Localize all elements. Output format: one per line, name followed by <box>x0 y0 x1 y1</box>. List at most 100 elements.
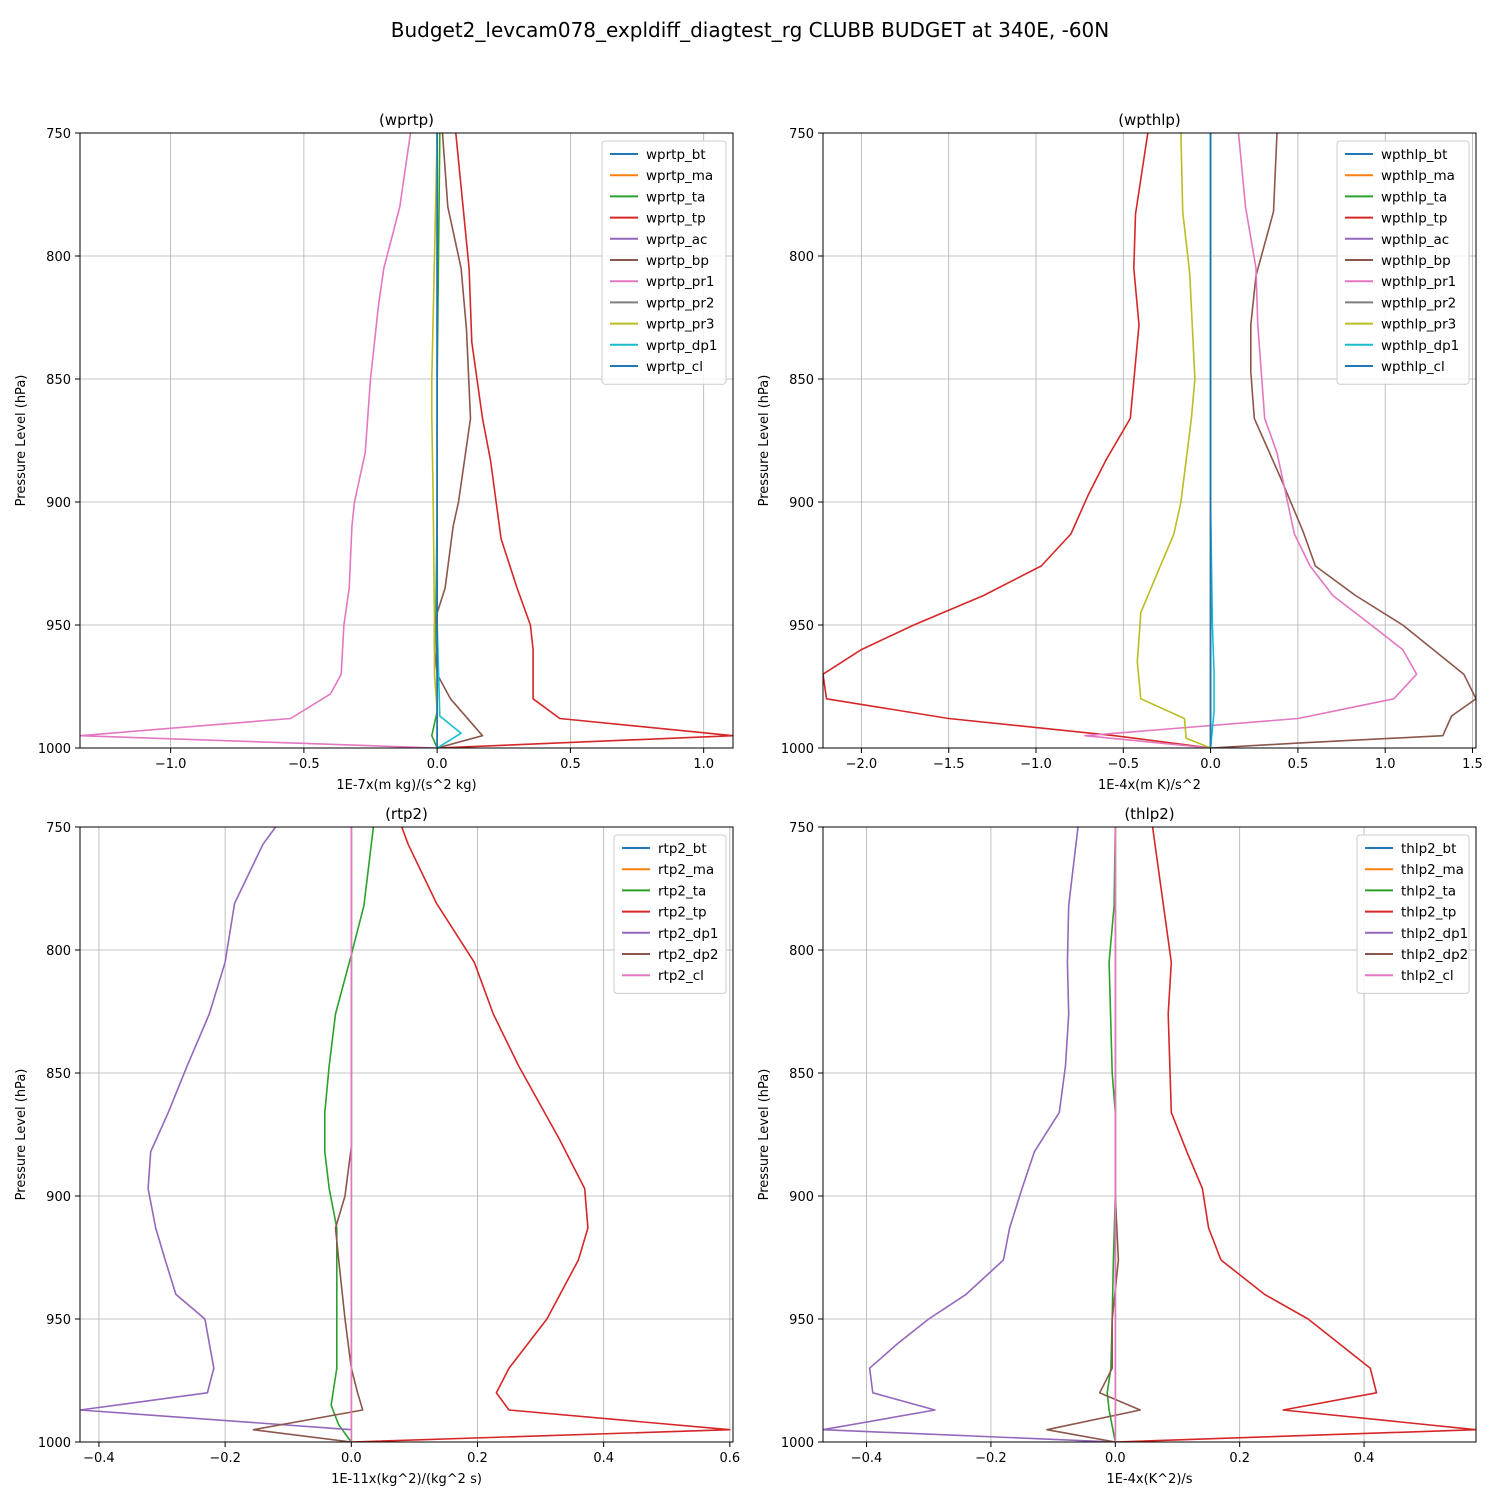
y-tick-label: 800 <box>789 250 814 265</box>
x-tick-label: 1.5 <box>1462 757 1483 772</box>
y-tick-label: 850 <box>46 373 71 388</box>
x-tick-label: 0.0 <box>1200 757 1221 772</box>
series-line-wpthlp_tp <box>823 133 1211 748</box>
y-tick-label: 850 <box>46 1067 71 1082</box>
legend-label-wpthlp_bt: wpthlp_bt <box>1381 147 1447 163</box>
legend-label-wprtp_pr3: wprtp_pr3 <box>646 317 714 333</box>
y-tick-label: 850 <box>789 373 814 388</box>
y-tick-label: 750 <box>789 127 814 142</box>
x-tick-label: −0.2 <box>209 1451 241 1466</box>
series-line-wpthlp_bp <box>1210 133 1476 748</box>
legend-label-rtp2_tp: rtp2_tp <box>658 905 707 921</box>
axes-frame <box>822 132 1477 749</box>
x-axis-label: 1E-4x(m K)/s^2 <box>1098 778 1201 793</box>
y-axis-label: Pressure Level (hPa) <box>14 1069 29 1201</box>
series-line-rtp2_dp1 <box>80 827 352 1431</box>
legend-label-wprtp_dp1: wprtp_dp1 <box>646 338 718 354</box>
legend-label-thlp2_ta: thlp2_ta <box>1401 883 1456 899</box>
panel-title: (wprtp) <box>379 111 434 129</box>
series-line-wprtp_bp <box>433 133 484 748</box>
x-tick-label: −0.5 <box>288 757 320 772</box>
legend-label-wpthlp_cl: wpthlp_cl <box>1381 359 1445 375</box>
y-axis-label: Pressure Level (hPa) <box>757 375 772 507</box>
legend-label-rtp2_dp1: rtp2_dp1 <box>658 926 718 942</box>
legend-label-wpthlp_pr1: wpthlp_pr1 <box>1381 274 1456 290</box>
legend: thlp2_bt thlp2_ma thlp2_ta thlp2_tp thlp2_dp… <box>1356 834 1470 994</box>
figure-title: Budget2_levcam078_expldiff_diagtest_rg C… <box>391 18 1110 42</box>
x-tick-label: 0.6 <box>720 1451 741 1466</box>
x-tick-label: 0.2 <box>467 1451 488 1466</box>
legend: rtp2_bt rtp2_ma rtp2_ta rtp2_tp rtp2_dp1 rtp2… <box>613 834 727 994</box>
legend-label-rtp2_dp2: rtp2_dp2 <box>658 947 718 963</box>
legend-label-wprtp_ac: wprtp_ac <box>646 232 707 248</box>
legend-label-wpthlp_ta: wpthlp_ta <box>1381 189 1447 205</box>
legend-label-thlp2_dp1: thlp2_dp1 <box>1401 926 1468 942</box>
x-tick-label: −0.4 <box>83 1451 115 1466</box>
x-tick-label: −1.0 <box>1020 757 1052 772</box>
y-tick-label: 800 <box>46 250 71 265</box>
legend-label-wprtp_pr2: wprtp_pr2 <box>646 295 714 311</box>
y-tick-label: 950 <box>46 619 71 634</box>
legend-label-thlp2_bt: thlp2_bt <box>1401 841 1456 857</box>
y-tick-label: 1000 <box>781 1436 814 1451</box>
legend-label-rtp2_ma: rtp2_ma <box>658 862 714 878</box>
y-tick-label: 1000 <box>781 742 814 757</box>
series-line-wprtp_ta <box>430 133 441 748</box>
legend-label-wpthlp_ma: wpthlp_ma <box>1381 168 1455 184</box>
panel-title: (wpthlp) <box>1118 111 1181 129</box>
series-line-wprtp_pr3 <box>430 133 439 748</box>
legend-label-wprtp_ta: wprtp_ta <box>646 189 705 205</box>
series-line-rtp2_ta <box>323 827 375 1442</box>
legend-label-wpthlp_bp: wpthlp_bp <box>1381 253 1451 269</box>
panel-title: (thlp2) <box>1124 805 1174 823</box>
y-tick-label: 1000 <box>38 742 71 757</box>
series-line-wpthlp_pr3 <box>1136 133 1211 748</box>
legend-label-wpthlp_pr2: wpthlp_pr2 <box>1381 295 1456 311</box>
x-tick-label: −2.0 <box>846 757 878 772</box>
x-tick-label: 1.0 <box>1375 757 1396 772</box>
series-line-wpthlp_pr1 <box>1084 133 1418 748</box>
panel-thlp2: −0.4 −0.2 0.0 0.2 0.4 750 800 850 900 950 1000 (thl… <box>757 805 1477 1487</box>
panel-wpthlp: −2.0 −1.5 −1.0 −0.5 0.0 0.5 1.0 1.5 750 800 850 900… <box>757 111 1483 793</box>
series-line-thlp2_dp1 <box>823 827 1116 1442</box>
y-tick-label: 750 <box>46 127 71 142</box>
legend-label-rtp2_ta: rtp2_ta <box>658 883 706 899</box>
legend: wprtp_bt wprtp_ma wprtp_ta wprtp_tp wprtp_ac… <box>601 140 727 385</box>
x-tick-label: 1.0 <box>693 757 714 772</box>
x-tick-label: 0.5 <box>1288 757 1309 772</box>
y-tick-label: 750 <box>46 821 71 836</box>
x-tick-label: −1.5 <box>933 757 965 772</box>
x-axis-label: 1E-11x(kg^2)/(kg^2 s) <box>331 1472 482 1487</box>
y-tick-label: 1000 <box>38 1436 71 1451</box>
legend-label-wpthlp_ac: wpthlp_ac <box>1381 232 1449 248</box>
x-tick-label: −1.0 <box>155 757 187 772</box>
x-axis-label: 1E-7x(m kg)/(s^2 kg) <box>336 778 476 793</box>
y-tick-label: 800 <box>789 944 814 959</box>
x-axis-label: 1E-4x(K^2)/s <box>1106 1472 1192 1487</box>
axes-frame <box>79 132 734 749</box>
x-tick-label: −0.2 <box>975 1451 1007 1466</box>
series-group <box>80 827 731 1442</box>
series-group <box>823 133 1476 748</box>
legend-label-thlp2_dp2: thlp2_dp2 <box>1401 947 1468 963</box>
legend-label-rtp2_bt: rtp2_bt <box>658 841 707 857</box>
y-tick-label: 900 <box>46 496 71 511</box>
series-line-wprtp_pr1 <box>80 133 438 748</box>
y-tick-label: 900 <box>789 1190 814 1205</box>
y-tick-label: 900 <box>789 496 814 511</box>
y-tick-label: 850 <box>789 1067 814 1082</box>
panel-wprtp: −1.0 −0.5 0.0 0.5 1.0 750 800 850 900 950 1000 (wpr… <box>14 111 734 793</box>
y-tick-label: 950 <box>789 619 814 634</box>
x-tick-label: 0.0 <box>1105 1451 1126 1466</box>
legend-label-wprtp_bt: wprtp_bt <box>646 147 706 163</box>
series-line-rtp2_tp <box>351 827 731 1442</box>
legend-label-wprtp_bp: wprtp_bp <box>646 253 709 269</box>
panel-rtp2: −0.4 −0.2 0.0 0.2 0.4 0.6 750 800 850 900 950 1000 (… <box>14 805 740 1487</box>
series-line-wprtp_tp <box>437 133 733 748</box>
axes-frame <box>79 826 734 1443</box>
legend-label-rtp2_cl: rtp2_cl <box>658 968 704 984</box>
x-tick-label: 0.4 <box>1354 1451 1375 1466</box>
legend-label-wpthlp_dp1: wpthlp_dp1 <box>1381 338 1459 354</box>
x-tick-label: −0.5 <box>1108 757 1140 772</box>
